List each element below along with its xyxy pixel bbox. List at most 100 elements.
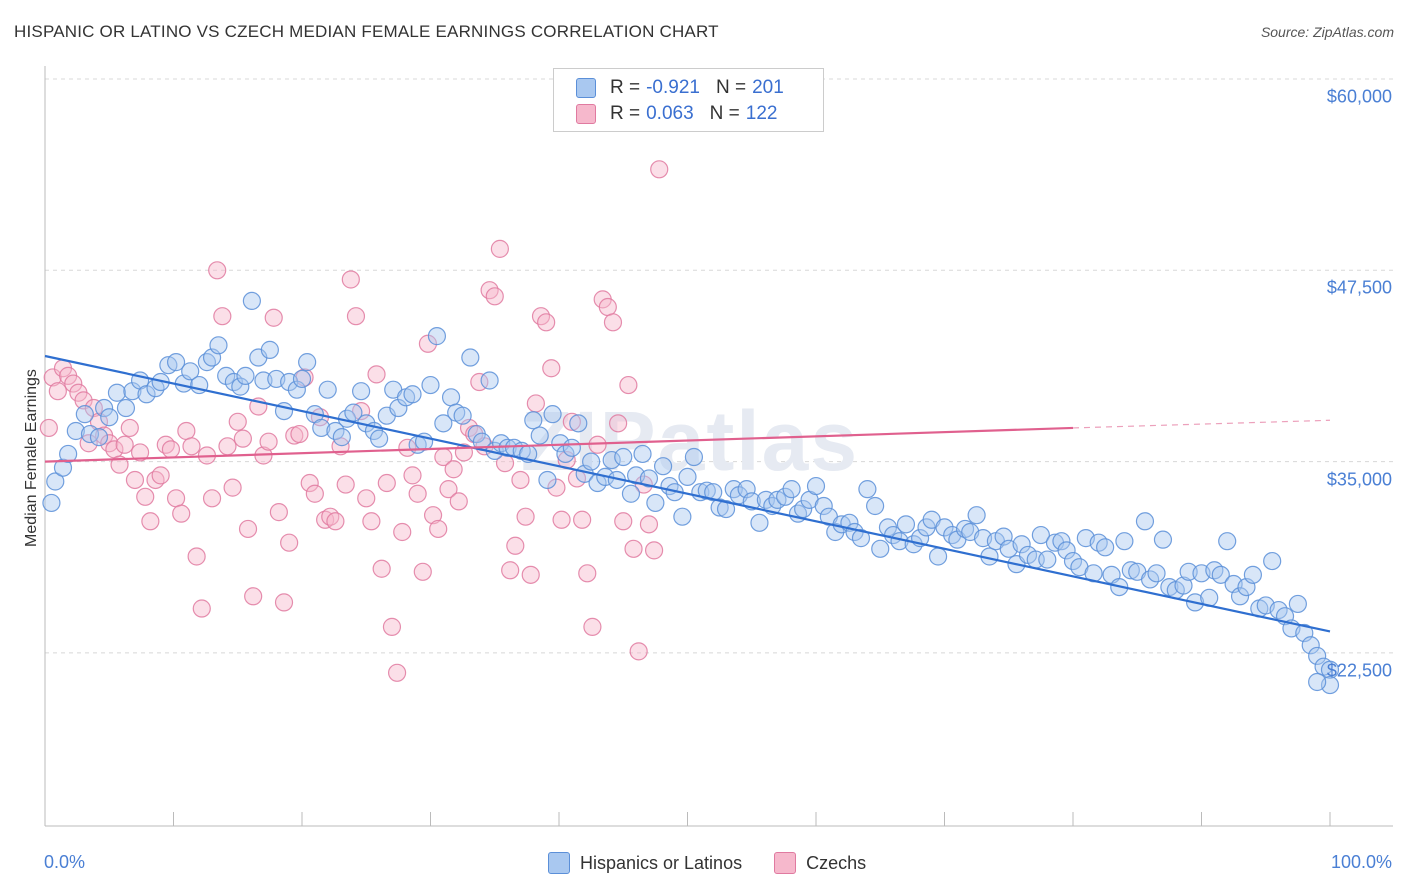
- czechs-point: [39, 418, 58, 438]
- czechs-point: [290, 424, 309, 444]
- czechs-point: [187, 547, 206, 566]
- hispanics-point: [46, 472, 65, 491]
- hispanics-point: [697, 481, 716, 500]
- source-label: Source: ZipAtlas.com: [1260, 24, 1394, 40]
- hispanics-point: [871, 539, 890, 558]
- hispanics-point: [231, 377, 250, 396]
- czechs-point: [578, 564, 597, 583]
- hispanics-point: [427, 327, 447, 346]
- hispanics-point: [1135, 512, 1155, 531]
- hispanics-point: [453, 406, 472, 425]
- czechs-point: [490, 239, 509, 258]
- hispanics-point: [621, 484, 641, 503]
- czechs-point: [84, 398, 103, 418]
- czechs-point: [259, 432, 278, 451]
- hispanics-point: [782, 480, 801, 499]
- legend-swatch-blue: [548, 852, 570, 874]
- hispanics-point: [928, 547, 948, 566]
- czechs-point: [377, 473, 396, 493]
- czechs-point: [274, 593, 294, 612]
- hispanics-point: [287, 380, 306, 399]
- hispanics-point: [935, 518, 954, 537]
- czechs-point: [367, 365, 386, 384]
- czechs-point: [161, 440, 181, 459]
- czechs-point: [208, 261, 227, 280]
- czechs-point: [341, 270, 360, 289]
- legend-item-czechs[interactable]: Czechs: [774, 852, 866, 874]
- czechs-point: [506, 536, 525, 555]
- czechs-point: [326, 512, 345, 531]
- correlation-legend: R = -0.921 N = 201 R = 0.063 N = 122: [553, 68, 824, 132]
- hispanics-point: [298, 353, 317, 372]
- hispanics-point: [1230, 587, 1250, 606]
- hispanics-point: [107, 383, 127, 402]
- x-tick-min: 0.0%: [44, 852, 86, 872]
- hispanics-point: [59, 444, 78, 464]
- y-tick-label: $35,000: [1326, 469, 1392, 490]
- x-tick-max: 100.0%: [1330, 852, 1392, 872]
- hispanics-point: [461, 348, 480, 367]
- hispanics-point: [1218, 532, 1237, 551]
- hispanics-trend-line: [44, 354, 1331, 633]
- czechs-point: [439, 480, 458, 499]
- czechs-point: [614, 512, 633, 531]
- legend-n-label: N =: [715, 77, 747, 98]
- hispanics-point: [236, 366, 255, 385]
- hispanics-point: [209, 336, 228, 355]
- czechs-point: [110, 455, 129, 474]
- hispanics-point: [312, 418, 331, 438]
- legend-label-czechs: Czechs: [806, 852, 867, 873]
- hispanics-point: [639, 469, 659, 488]
- czechs-point: [511, 470, 530, 490]
- czechs-point: [562, 412, 581, 431]
- czechs-point: [537, 313, 556, 332]
- czechs-point: [382, 617, 402, 636]
- hispanics-point: [1147, 564, 1166, 583]
- legend-r-label: R =: [610, 77, 641, 98]
- czechs-point: [264, 308, 283, 327]
- czechs-point: [639, 515, 659, 534]
- hispanics-point: [1308, 672, 1327, 692]
- hispanics-point: [421, 375, 440, 395]
- hispanics-point: [1031, 525, 1050, 545]
- czechs-point: [552, 510, 571, 529]
- czechs-point: [125, 470, 145, 490]
- hispanics-point: [53, 458, 73, 477]
- hispanics-point: [352, 382, 371, 401]
- czechs-point: [403, 466, 422, 485]
- hispanics-point: [1301, 636, 1320, 655]
- czechs-point: [413, 562, 432, 581]
- czechs-point: [300, 473, 319, 493]
- czechs-point: [346, 307, 366, 326]
- hispanics-point: [866, 496, 885, 516]
- czechs-point: [192, 599, 211, 618]
- czechs-point: [115, 435, 134, 454]
- czechs-point: [526, 394, 545, 413]
- czechs-point: [444, 460, 463, 479]
- hispanics-point: [530, 426, 549, 445]
- hispanics-point: [403, 385, 422, 404]
- hispanics-point: [653, 457, 673, 476]
- hispanics-point: [569, 414, 588, 433]
- legend-r-value: 0.063: [646, 103, 694, 124]
- hispanics-point: [543, 405, 562, 424]
- czechs-point: [501, 561, 520, 580]
- hispanics-point: [260, 340, 279, 359]
- czechs-point: [244, 587, 263, 606]
- legend-item-hispanics[interactable]: Hispanics or Latinos: [548, 852, 742, 874]
- czechs-point: [130, 443, 150, 462]
- hispanics-point: [710, 498, 729, 517]
- hispanics-point: [1308, 646, 1327, 666]
- hispanics-point: [704, 483, 723, 502]
- hispanics-point: [116, 398, 136, 418]
- czechs-point: [573, 510, 592, 529]
- hispanics-point: [480, 371, 499, 390]
- czechs-point: [583, 617, 602, 636]
- czechs-point: [362, 512, 381, 531]
- hispanics-point: [562, 438, 581, 457]
- czechs-point: [213, 307, 232, 326]
- hispanics-point: [434, 414, 453, 433]
- legend-n-value: 201: [752, 77, 784, 98]
- czechs-point: [79, 434, 98, 453]
